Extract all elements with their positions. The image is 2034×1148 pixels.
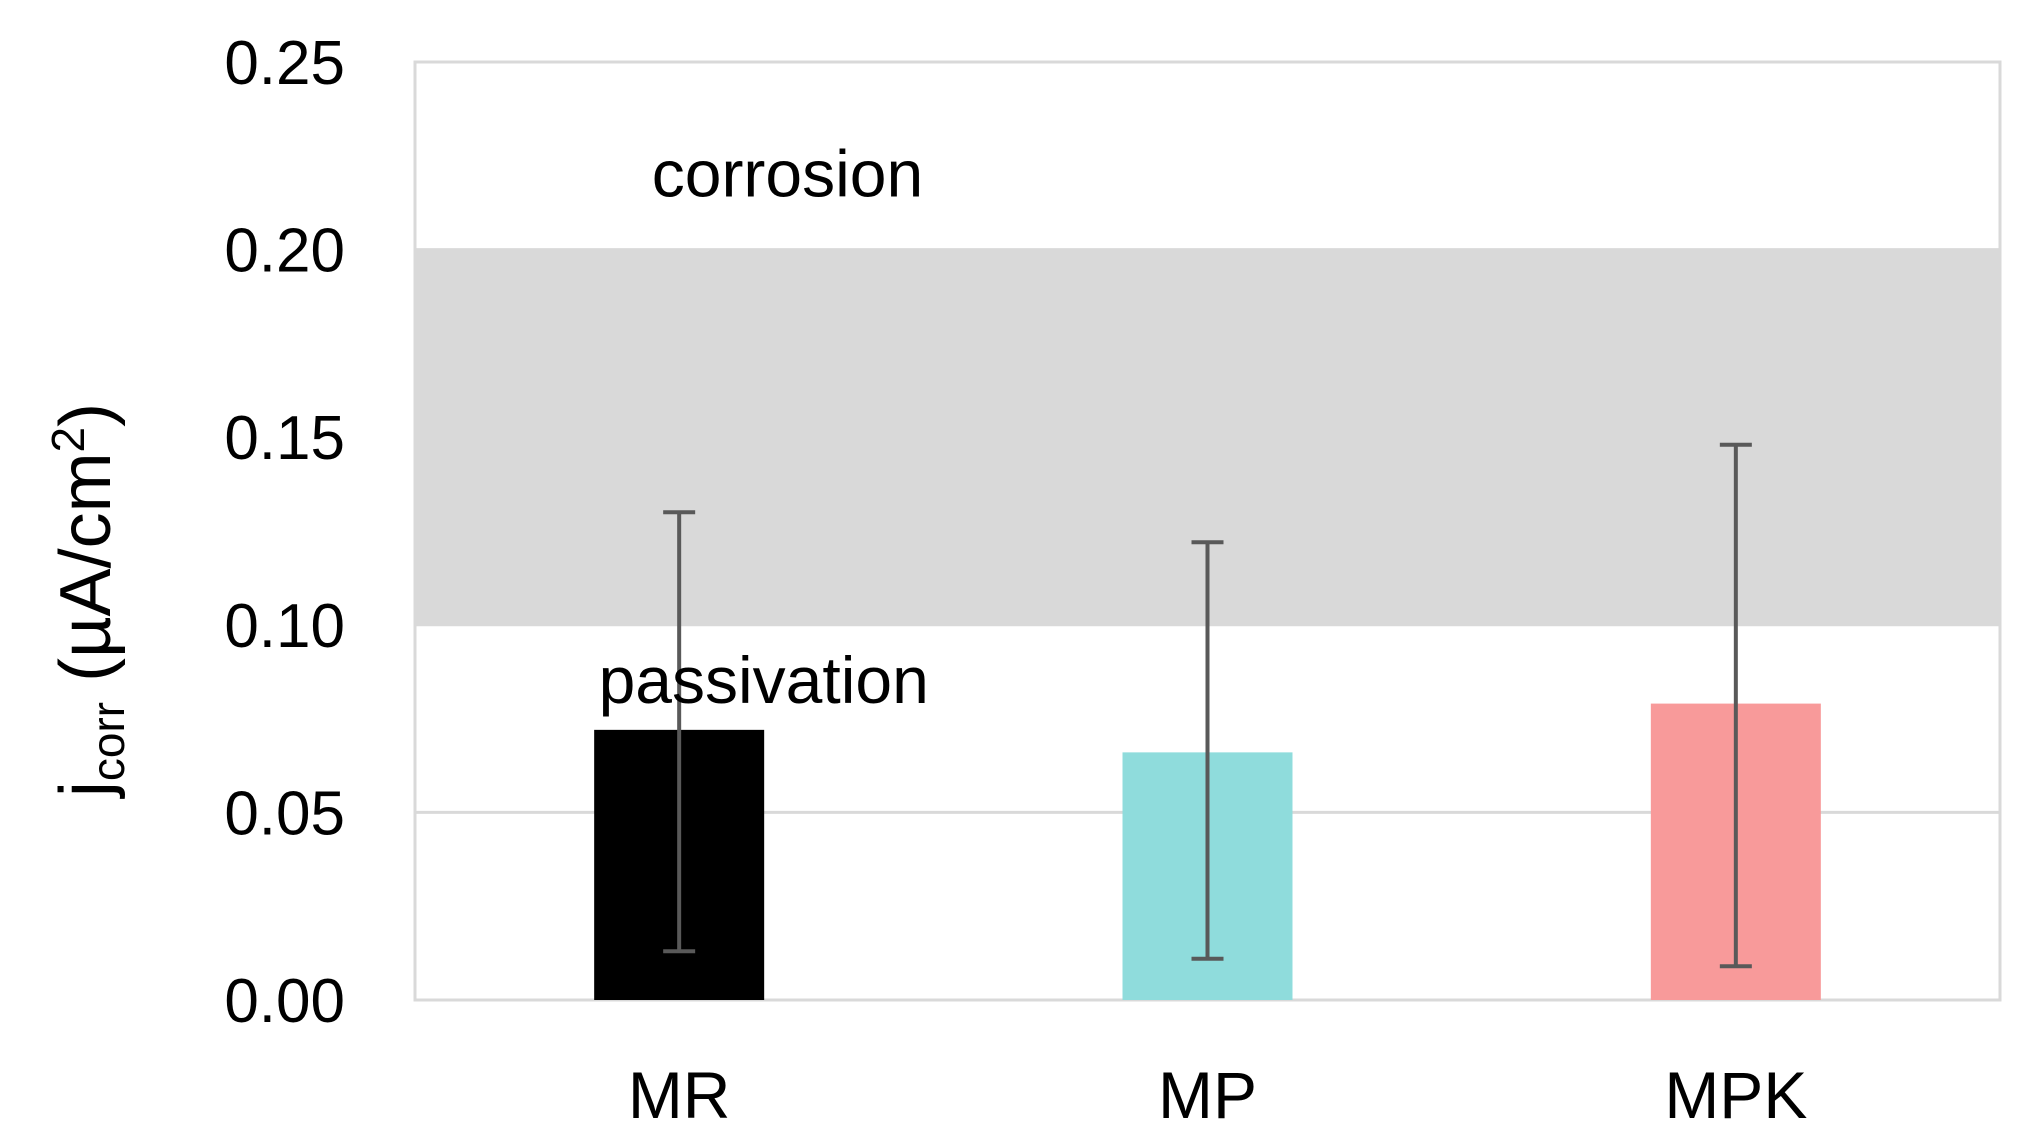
x-tick-label: MPK — [1664, 1058, 1807, 1132]
y-tick-label: 0.10 — [224, 592, 345, 661]
error-bar-mp — [1191, 540, 1224, 961]
error-bar-mpk — [1719, 442, 1752, 969]
y-tick-label: 0.20 — [224, 217, 345, 286]
y-tick-labels: 0.00 0.05 0.10 0.15 0.20 0.25 — [224, 29, 345, 1036]
y-tick-label: 0.15 — [224, 404, 345, 473]
x-tick-label: MP — [1158, 1058, 1257, 1132]
y-label-end: ) — [46, 403, 126, 427]
y-label-superscript: 2 — [42, 427, 94, 453]
y-label-unit: (µA/cm — [46, 452, 126, 701]
y-tick-label: 0.05 — [224, 779, 345, 848]
error-bar-mr — [663, 510, 696, 954]
annotation-passivation: passivation — [599, 643, 929, 717]
y-tick-label: 0.00 — [224, 967, 345, 1036]
y-tick-label: 0.25 — [224, 29, 345, 98]
y-label-main: j — [46, 781, 126, 799]
annotation-corrosion: corrosion — [652, 137, 923, 211]
y-label-subscript: corr — [82, 702, 134, 781]
x-tick-label: MR — [628, 1058, 731, 1132]
y-axis-label: jcorr (µA/cm2) — [42, 403, 134, 799]
x-tick-labels: MR MP MPK — [628, 1058, 1808, 1132]
error-bars — [663, 442, 1752, 969]
